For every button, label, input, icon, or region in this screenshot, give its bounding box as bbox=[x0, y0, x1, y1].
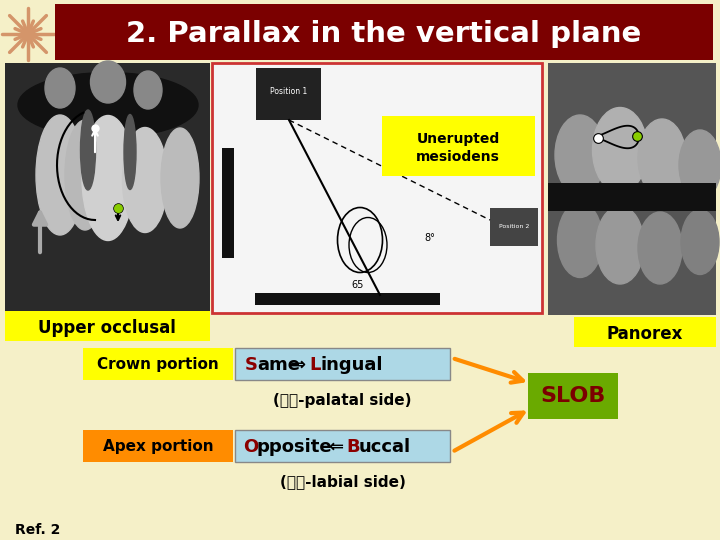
FancyBboxPatch shape bbox=[235, 348, 450, 380]
Text: uccal: uccal bbox=[359, 438, 411, 456]
FancyBboxPatch shape bbox=[548, 63, 716, 315]
FancyBboxPatch shape bbox=[212, 63, 542, 313]
FancyBboxPatch shape bbox=[222, 148, 234, 258]
Text: L: L bbox=[309, 356, 320, 374]
Ellipse shape bbox=[18, 72, 198, 138]
FancyBboxPatch shape bbox=[382, 116, 535, 176]
Text: ⇐: ⇐ bbox=[328, 438, 343, 456]
FancyBboxPatch shape bbox=[548, 183, 716, 211]
Ellipse shape bbox=[596, 206, 644, 284]
Ellipse shape bbox=[557, 202, 603, 278]
Text: Position 1: Position 1 bbox=[271, 86, 307, 96]
FancyBboxPatch shape bbox=[235, 430, 450, 462]
Ellipse shape bbox=[638, 212, 682, 284]
Text: SLOB: SLOB bbox=[540, 386, 606, 406]
Text: Ref. 2: Ref. 2 bbox=[15, 523, 60, 537]
FancyBboxPatch shape bbox=[574, 317, 716, 347]
Ellipse shape bbox=[122, 127, 168, 233]
Text: 65: 65 bbox=[352, 280, 364, 290]
Ellipse shape bbox=[91, 61, 125, 103]
Text: ame: ame bbox=[257, 356, 300, 374]
Ellipse shape bbox=[124, 114, 136, 190]
FancyBboxPatch shape bbox=[490, 208, 538, 246]
FancyBboxPatch shape bbox=[528, 373, 618, 419]
Ellipse shape bbox=[555, 115, 605, 195]
Text: 2. Parallax in the vertical plane: 2. Parallax in the vertical plane bbox=[127, 20, 642, 48]
Ellipse shape bbox=[681, 210, 719, 274]
Text: pposite: pposite bbox=[256, 438, 332, 456]
FancyBboxPatch shape bbox=[256, 68, 321, 120]
Ellipse shape bbox=[65, 120, 105, 230]
Ellipse shape bbox=[134, 71, 162, 109]
Text: O: O bbox=[243, 438, 258, 456]
Text: ⇒: ⇒ bbox=[291, 356, 306, 374]
Ellipse shape bbox=[679, 130, 720, 200]
Text: ingual: ingual bbox=[321, 356, 384, 374]
Ellipse shape bbox=[638, 119, 686, 197]
Ellipse shape bbox=[593, 107, 647, 192]
Text: Panorex: Panorex bbox=[607, 325, 683, 343]
FancyBboxPatch shape bbox=[55, 4, 713, 60]
Ellipse shape bbox=[45, 68, 75, 108]
Text: Apex portion: Apex portion bbox=[103, 438, 213, 454]
Text: (遠方-palatal side): (遠方-palatal side) bbox=[274, 393, 412, 408]
FancyBboxPatch shape bbox=[5, 311, 210, 341]
Ellipse shape bbox=[161, 128, 199, 228]
FancyBboxPatch shape bbox=[255, 293, 440, 305]
Text: Unerupted
mesiodens: Unerupted mesiodens bbox=[416, 132, 500, 164]
Text: Upper occlusal: Upper occlusal bbox=[38, 319, 176, 337]
Ellipse shape bbox=[81, 110, 96, 190]
Text: Position 2: Position 2 bbox=[499, 224, 529, 228]
Text: S: S bbox=[245, 356, 258, 374]
Text: Crown portion: Crown portion bbox=[97, 356, 219, 372]
FancyBboxPatch shape bbox=[83, 430, 233, 462]
FancyBboxPatch shape bbox=[5, 63, 210, 311]
Text: B: B bbox=[346, 438, 359, 456]
Ellipse shape bbox=[82, 116, 134, 240]
Text: (近方-labial side): (近方-labial side) bbox=[279, 475, 405, 489]
Text: 8°: 8° bbox=[425, 233, 436, 243]
FancyBboxPatch shape bbox=[83, 348, 233, 380]
Ellipse shape bbox=[36, 115, 84, 235]
